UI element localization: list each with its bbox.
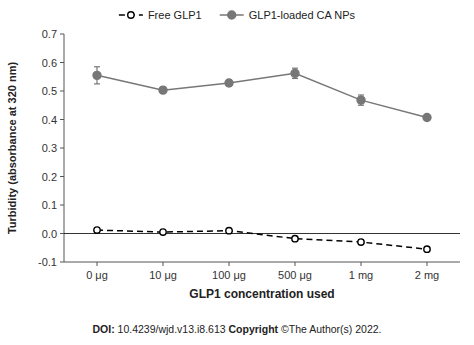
zero-line xyxy=(64,233,460,234)
y-tick xyxy=(60,91,64,92)
error-bar xyxy=(94,67,100,84)
y-tick xyxy=(60,176,64,177)
annotation-part: DOI: xyxy=(92,323,114,335)
y-axis: -0.1 0.0 0.1 0.2 0.3 0.4 0.5 0.6 0.7 xyxy=(38,28,64,268)
x-tick xyxy=(229,262,230,266)
chart: -0.1 0.0 0.1 0.2 0.3 0.4 0.5 0.6 0.7 0 μg 10 μg 100… xyxy=(0,0,474,345)
y-tick-label: 0.3 xyxy=(42,142,57,154)
y-tick-label: 0.4 xyxy=(42,114,57,126)
y-tick xyxy=(60,148,64,149)
x-tick-label: 10 μg xyxy=(149,269,177,281)
plot-area xyxy=(64,67,460,253)
annotation-part: 10.4239/wjd.v13.i8.613 xyxy=(118,323,226,335)
y-tick xyxy=(60,233,64,234)
annotation-part: Copyright xyxy=(228,323,278,335)
series xyxy=(93,67,431,122)
point xyxy=(93,71,101,79)
annotation: DOI: 10.4239/wjd.v13.i8.613 Copyright ©T… xyxy=(92,323,381,335)
point xyxy=(226,227,232,233)
legend-label: Free GLP1 xyxy=(148,9,202,21)
y-tick xyxy=(60,205,64,206)
x-tick-label: 0 μg xyxy=(86,269,108,281)
x-tick-label: 1 mg xyxy=(349,269,373,281)
x-tick xyxy=(361,262,362,266)
x-tick xyxy=(295,262,296,266)
series xyxy=(94,227,430,252)
y-tick-label: 0.5 xyxy=(42,85,57,97)
y-tick-label: -0.1 xyxy=(38,256,57,268)
x-tick xyxy=(97,262,98,266)
y-tick-label: 0.6 xyxy=(42,57,57,69)
legend: Free GLP1 GLP1-loaded CA NPs xyxy=(119,9,356,21)
legend-item: Free GLP1 xyxy=(119,9,202,21)
y-tick-label: 0.0 xyxy=(42,228,57,240)
point xyxy=(424,246,430,252)
point xyxy=(423,114,431,122)
y-tick-label: 0.2 xyxy=(42,171,57,183)
x-tick xyxy=(427,262,428,266)
point xyxy=(160,229,166,235)
y-tick xyxy=(60,34,64,35)
series-line xyxy=(97,230,427,249)
legend-marker xyxy=(128,12,134,18)
point xyxy=(292,235,298,241)
y-axis-label: Turbidity (absorbance at 320 nm) xyxy=(6,62,18,235)
x-tick-label: 2 mg xyxy=(415,269,439,281)
y-tick xyxy=(60,119,64,120)
legend-marker xyxy=(228,11,236,19)
point xyxy=(94,227,100,233)
point xyxy=(357,96,365,104)
x-axis: 0 μg 10 μg 100 μg 500 μg 1 mg 2 mg xyxy=(64,262,460,281)
x-tick-label: 100 μg xyxy=(212,269,246,281)
x-tick xyxy=(163,262,164,266)
x-axis-line xyxy=(64,262,460,263)
y-tick-label: 0.7 xyxy=(42,28,57,40)
point xyxy=(159,86,167,94)
point xyxy=(225,79,233,87)
series-line xyxy=(97,73,427,117)
x-axis-label: GLP1 concentration used xyxy=(189,287,334,301)
x-tick-label: 500 μg xyxy=(278,269,312,281)
y-tick xyxy=(60,62,64,63)
legend-item: GLP1-loaded CA NPs xyxy=(220,9,356,21)
y-axis-line xyxy=(64,34,65,262)
point xyxy=(291,69,299,77)
error-bar xyxy=(292,68,298,78)
error-bar xyxy=(358,95,364,105)
point xyxy=(358,239,364,245)
legend-label: GLP1-loaded CA NPs xyxy=(249,9,356,21)
annotation-part: ©The Author(s) 2022. xyxy=(281,323,382,335)
y-tick xyxy=(60,262,64,263)
y-tick-label: 0.1 xyxy=(42,199,57,211)
